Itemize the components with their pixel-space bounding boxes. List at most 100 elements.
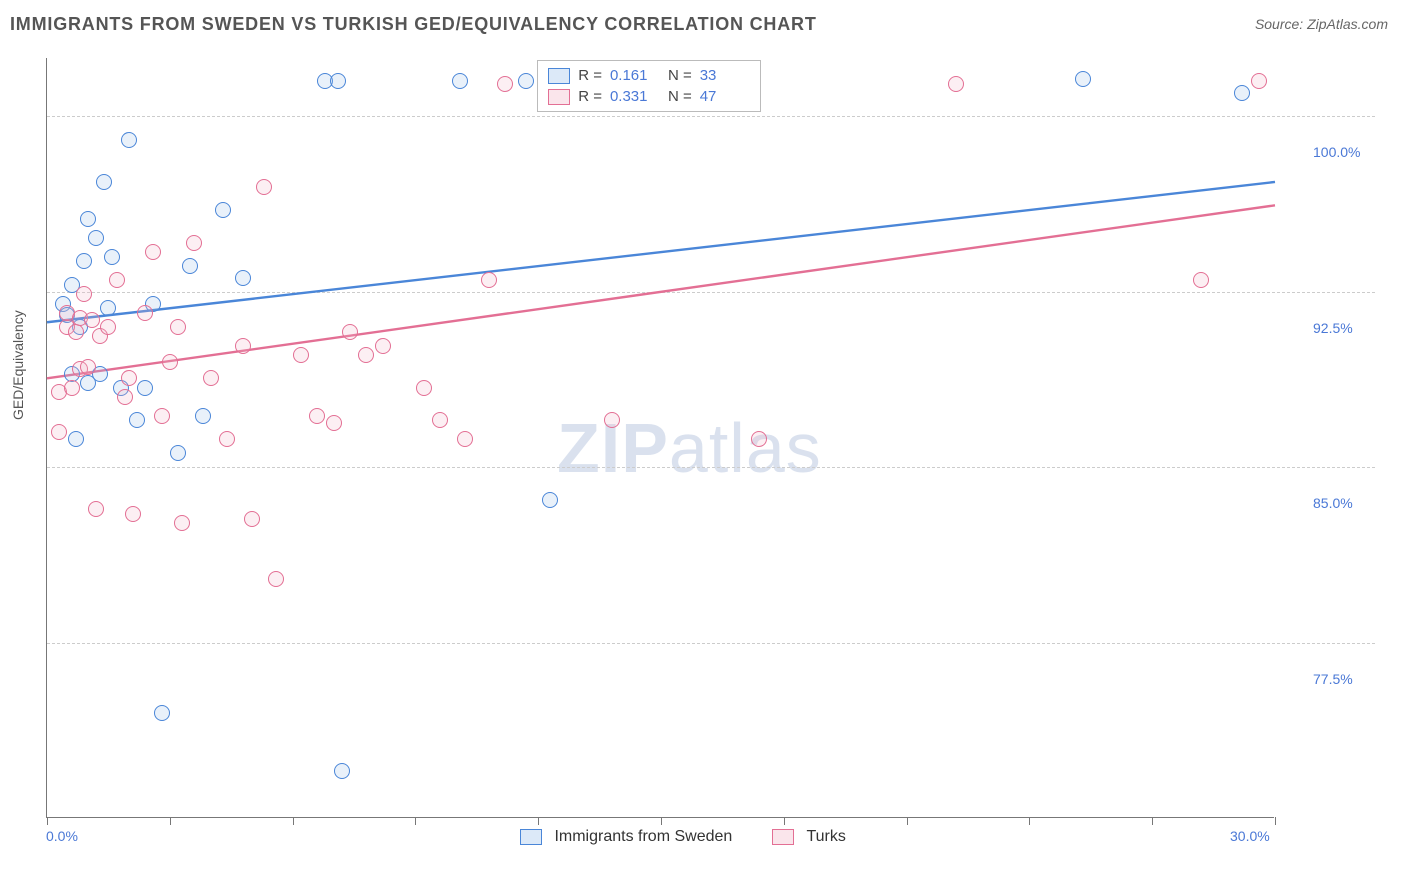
data-point-sweden [195,408,211,424]
x-tick [538,817,539,825]
data-point-turks [497,76,513,92]
data-point-sweden [154,705,170,721]
data-point-turks [64,380,80,396]
data-point-sweden [235,270,251,286]
x-tick [47,817,48,825]
x-tick [1029,817,1030,825]
data-point-turks [358,347,374,363]
data-point-turks [51,424,67,440]
data-point-turks [268,571,284,587]
corr-n-prefix: N = [668,88,692,105]
data-point-turks [203,370,219,386]
data-point-turks [170,319,186,335]
data-point-turks [137,305,153,321]
data-point-sweden [518,73,534,89]
data-point-turks [109,272,125,288]
data-point-turks [186,235,202,251]
chart-title: IMMIGRANTS FROM SWEDEN VS TURKISH GED/EQ… [10,14,817,35]
x-tick [661,817,662,825]
x-tick [907,817,908,825]
data-point-turks [162,354,178,370]
data-point-turks [80,359,96,375]
y-tick-label: 100.0% [1313,144,1360,160]
data-point-sweden [182,258,198,274]
source-label: Source: ZipAtlas.com [1255,16,1388,32]
data-point-turks [948,76,964,92]
y-axis-title: GED/Equivalency [10,310,26,420]
data-point-turks [84,312,100,328]
data-point-sweden [80,211,96,227]
corr-swatch-turks [548,89,570,105]
data-point-turks [416,380,432,396]
data-point-turks [174,515,190,531]
corr-r-prefix: R = [578,67,602,84]
data-point-turks [68,324,84,340]
data-point-turks [154,408,170,424]
data-point-sweden [452,73,468,89]
data-point-turks [1193,272,1209,288]
corr-n-prefix: N = [668,67,692,84]
data-point-sweden [129,412,145,428]
data-point-sweden [100,300,116,316]
data-point-sweden [88,230,104,246]
data-point-turks [751,431,767,447]
data-point-sweden [1234,85,1250,101]
x-tick [415,817,416,825]
data-point-turks [309,408,325,424]
y-tick-label: 77.5% [1313,671,1353,687]
x-tick [293,817,294,825]
corr-swatch-sweden [548,68,570,84]
data-point-turks [235,338,251,354]
data-point-sweden [330,73,346,89]
data-point-sweden [215,202,231,218]
data-point-turks [76,286,92,302]
corr-r-prefix: R = [578,88,602,105]
x-axis-min-label: 0.0% [46,828,78,844]
legend-item-sweden: Immigrants from Sweden [520,828,732,846]
data-point-turks [342,324,358,340]
data-point-sweden [68,431,84,447]
data-point-turks [457,431,473,447]
data-point-sweden [334,763,350,779]
legend-label-turks: Turks [806,828,845,845]
chart-container: IMMIGRANTS FROM SWEDEN VS TURKISH GED/EQ… [0,0,1406,892]
data-point-sweden [76,253,92,269]
data-point-sweden [170,445,186,461]
y-tick-label: 85.0% [1313,495,1353,511]
corr-r-value-turks: 0.331 [610,88,660,105]
data-point-sweden [1075,71,1091,87]
data-point-sweden [121,132,137,148]
corr-legend-row-turks: R = 0.331 N = 47 [548,86,750,107]
series-legend: Immigrants from Sweden Turks [520,828,846,846]
data-point-turks [481,272,497,288]
data-point-turks [1251,73,1267,89]
y-tick-label: 92.5% [1313,320,1353,336]
legend-item-turks: Turks [772,828,846,846]
data-point-sweden [104,249,120,265]
data-point-sweden [137,380,153,396]
data-point-turks [145,244,161,260]
corr-n-value-turks: 47 [700,88,750,105]
correlation-legend: R =0.161N =33R =0.331N =47 [537,60,761,112]
data-point-turks [244,511,260,527]
data-point-sweden [96,174,112,190]
data-point-turks [88,501,104,517]
legend-label-sweden: Immigrants from Sweden [554,828,732,845]
x-tick [784,817,785,825]
data-point-turks [326,415,342,431]
x-tick [1275,817,1276,825]
trend-line-sweden [47,182,1275,322]
corr-legend-row-sweden: R =0.161N =33 [548,65,750,86]
data-point-turks [219,431,235,447]
x-tick [170,817,171,825]
data-point-turks [604,412,620,428]
data-point-turks [100,319,116,335]
data-point-turks [125,506,141,522]
x-axis-max-label: 30.0% [1230,828,1270,844]
plot-area: ZIPatlas 77.5%85.0%92.5%100.0% [46,58,1274,818]
data-point-turks [375,338,391,354]
data-point-turks [117,389,133,405]
data-point-turks [293,347,309,363]
corr-n-value-sweden: 33 [700,67,750,84]
data-point-turks [432,412,448,428]
